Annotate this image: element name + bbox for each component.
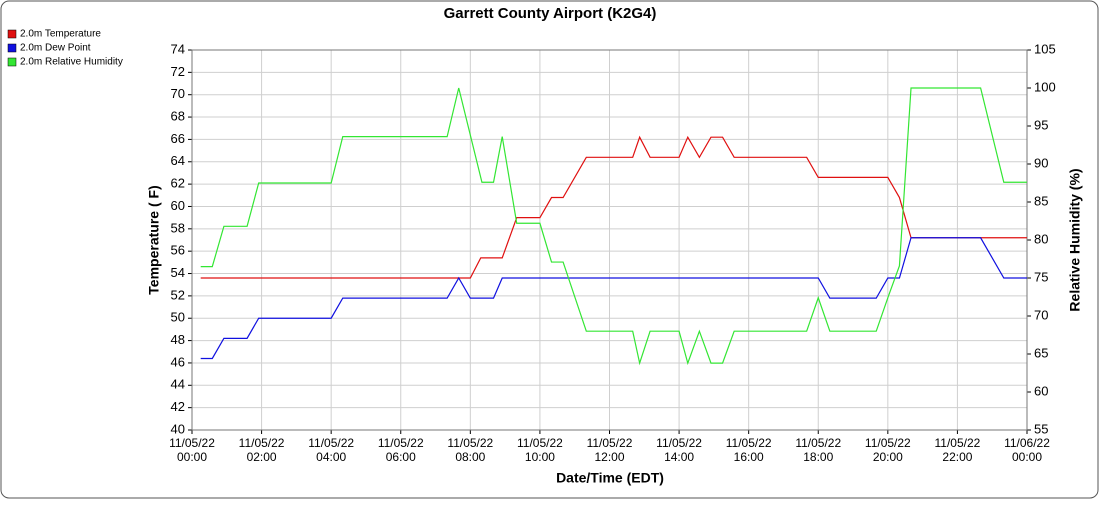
plot-frame [191, 49, 1028, 431]
x-tick-label-line: 11/05/22 [865, 436, 911, 450]
legend-label: 2.0m Temperature [20, 29, 101, 40]
y2-tick-label: 100 [1034, 79, 1056, 94]
legend-label: 2.0m Relative Humidity [20, 57, 123, 68]
y2-tick-label: 55 [1034, 421, 1048, 436]
x-tick-label-line: 11/05/22 [239, 436, 285, 450]
x-tick-label: 11/05/22 10:00 [517, 436, 563, 464]
y-tick-label: 72 [171, 64, 185, 79]
x-tick-label: 11/05/22 16:00 [726, 436, 772, 464]
x-tick-label: 11/05/22 06:00 [378, 436, 424, 464]
y2-tick-label: 85 [1034, 193, 1048, 208]
y-tick-label: 48 [171, 332, 185, 347]
y2-tick-label: 95 [1034, 117, 1048, 132]
y-tick-label: 74 [171, 41, 185, 56]
y-tick-label: 40 [171, 421, 185, 436]
y-tick-label: 50 [171, 310, 185, 325]
x-tick-label-line: 11/05/22 [308, 436, 354, 450]
x-tick-label: 11/05/22 04:00 [308, 436, 354, 464]
x-tick-label: 11/05/22 18:00 [795, 436, 841, 464]
x-tick-label-line: 14:00 [664, 450, 694, 464]
x-tick-label-line: 20:00 [873, 450, 903, 464]
legend-swatch [7, 43, 17, 53]
x-tick-label-line: 11/05/22 [587, 436, 633, 450]
y-tick-label: 68 [171, 108, 185, 123]
x-tick-label: 11/05/22 14:00 [656, 436, 702, 464]
legend-swatch [7, 29, 17, 39]
x-tick-label: 11/05/22 00:00 [169, 436, 215, 464]
x-tick-label: 11/05/22 20:00 [865, 436, 911, 464]
x-tick-label-line: 04:00 [316, 450, 346, 464]
y-tick-label: 54 [171, 265, 185, 280]
x-tick-label-line: 11/05/22 [795, 436, 841, 450]
y2-tick-label: 105 [1034, 41, 1056, 56]
x-tick-label: 11/05/22 08:00 [447, 436, 493, 464]
x-tick-label-line: 11/06/22 [1004, 436, 1050, 450]
x-tick-label-line: 18:00 [803, 450, 833, 464]
x-tick-label-line: 11/05/22 [656, 436, 702, 450]
y2-tick-label: 65 [1034, 345, 1048, 360]
y-tick-label: 66 [171, 131, 185, 146]
y-tick-label: 64 [171, 153, 185, 168]
x-tick-label-line: 12:00 [594, 450, 624, 464]
y-tick-label: 56 [171, 243, 185, 258]
x-tick-label-line: 11/05/22 [169, 436, 215, 450]
y-tick-label: 60 [171, 198, 185, 213]
x-tick-label-line: 11/05/22 [726, 436, 772, 450]
x-tick-label: 11/06/22 00:00 [1004, 436, 1050, 464]
legend-swatch [7, 57, 17, 67]
chart-title: Garrett County Airport (K2G4) [444, 5, 657, 22]
y-axis-label: Temperature ( F) [146, 185, 162, 294]
y2-tick-label: 70 [1034, 307, 1048, 322]
series-line [200, 87, 1027, 366]
series-line [200, 135, 1027, 279]
x-tick-label-line: 00:00 [177, 450, 207, 464]
x-tick-label-line: 10:00 [525, 450, 555, 464]
x-tick-label-line: 11/05/22 [447, 436, 493, 450]
x-tick-label-line: 22:00 [942, 450, 972, 464]
y2-tick-label: 75 [1034, 269, 1048, 284]
y2-tick-label: 90 [1034, 155, 1048, 170]
y-tick-label: 58 [171, 220, 185, 235]
x-tick-label-line: 16:00 [734, 450, 764, 464]
legend-label: 2.0m Dew Point [20, 43, 91, 54]
x-tick-label-line: 02:00 [247, 450, 277, 464]
y2-tick-label: 60 [1034, 383, 1048, 398]
y-tick-label: 46 [171, 354, 185, 369]
y2-axis-label: Relative Humidity (%) [1067, 168, 1083, 311]
y-tick-label: 70 [171, 86, 185, 101]
x-tick-label-line: 11/05/22 [935, 436, 981, 450]
x-tick-label-line: 11/05/22 [517, 436, 563, 450]
y-tick-label: 62 [171, 176, 185, 191]
x-tick-label-line: 06:00 [386, 450, 416, 464]
y-tick-label: 44 [171, 377, 185, 392]
y-tick-label: 52 [171, 287, 185, 302]
x-tick-label-line: 08:00 [455, 450, 485, 464]
series-line [200, 237, 1027, 360]
x-tick-label: 11/05/22 02:00 [239, 436, 285, 464]
y-tick-label: 42 [171, 399, 185, 414]
x-tick-label: 11/05/22 22:00 [935, 436, 981, 464]
x-tick-label-line: 11/05/22 [378, 436, 424, 450]
y2-tick-label: 80 [1034, 231, 1048, 246]
x-axis-label: Date/Time (EDT) [556, 470, 664, 486]
x-tick-label-line: 00:00 [1012, 450, 1042, 464]
x-tick-label: 11/05/22 12:00 [587, 436, 633, 464]
